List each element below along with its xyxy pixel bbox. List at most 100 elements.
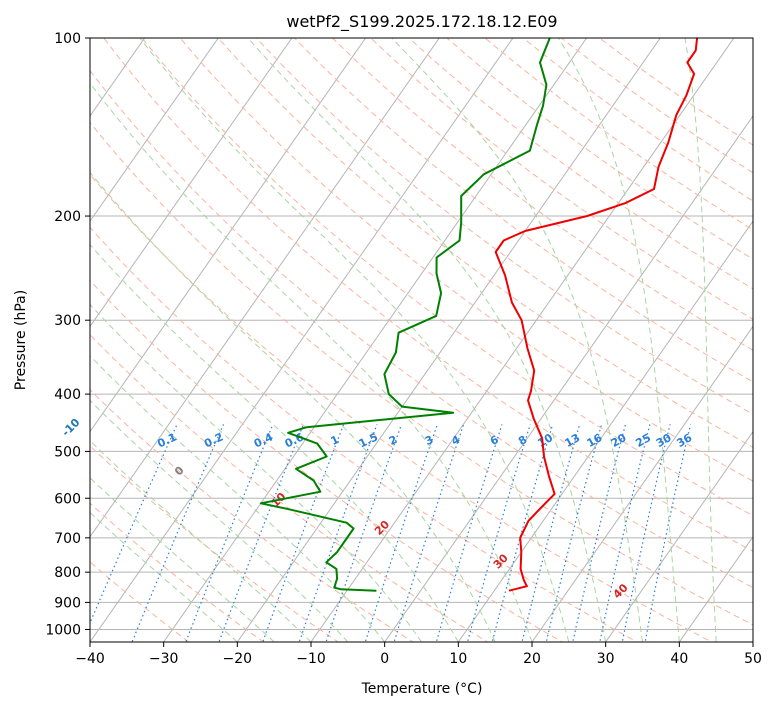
isotherm-line — [531, 325, 753, 642]
mixing-ratio-label: 13 — [563, 431, 583, 450]
x-tick-label: 30 — [597, 651, 615, 667]
dry-adiabat-line — [90, 502, 265, 642]
isotherm-line — [236, 38, 661, 642]
mixing-ratio-label: 30 — [654, 431, 674, 450]
isotherm-line — [605, 430, 753, 642]
mixing-ratio-line — [298, 424, 378, 642]
dry-adiabat-line — [255, 38, 753, 415]
mixing-ratio-label: 0.2 — [202, 430, 225, 450]
mixing-ratio-label: 0.1 — [155, 430, 178, 450]
mixing-ratio-label: 6 — [488, 433, 501, 448]
y-tick-label: 400 — [54, 387, 81, 403]
y-tick-label: 500 — [54, 444, 81, 460]
mixing-ratio-line — [521, 424, 581, 642]
mixing-ratio-line — [90, 424, 178, 625]
moist-adiabat-line — [90, 355, 386, 642]
dry-adiabat-line — [369, 38, 753, 320]
dry-adiabat-line — [90, 121, 753, 626]
mixing-ratio-label: 1.5 — [357, 430, 380, 450]
y-tick-label: 700 — [54, 531, 81, 547]
x-tick-label: −30 — [149, 651, 179, 667]
mixing-ratio-line — [131, 424, 225, 642]
axis-ticks: −40 −30 −20 −10 0 10 20 30 40 5010020030040050060… — [45, 31, 762, 667]
y-tick-label: 1000 — [45, 622, 81, 638]
mixing-ratio-line — [491, 424, 554, 642]
chart-title: wetPf2_S199.2025.172.18.12.E09 — [286, 12, 557, 32]
mixing-ratio-line — [364, 424, 438, 642]
isoline-labels: 0.10.20.40.611.52346810131620253036-100-… — [59, 416, 694, 602]
dry-adiabat-label: 40 — [611, 581, 631, 601]
dry-adiabat-line — [522, 38, 753, 202]
mixing-ratio-label: 16 — [585, 431, 605, 450]
x-tick-label: 50 — [744, 651, 762, 667]
isotherm-line — [90, 38, 440, 538]
y-tick-label: 300 — [54, 313, 81, 329]
isotherm-line — [163, 38, 588, 642]
y-tick-label: 900 — [54, 595, 81, 611]
mixing-ratio-label: 8 — [516, 433, 529, 448]
dry-adiabat-line — [90, 279, 564, 642]
isotherm-line — [457, 220, 753, 642]
dry-adiabat-line — [90, 173, 713, 642]
moist-adiabat-line — [139, 38, 570, 642]
x-tick-label: 40 — [670, 651, 688, 667]
mixing-ratio-line — [599, 424, 651, 642]
y-tick-label: 800 — [54, 565, 81, 581]
mixing-ratio-line — [218, 424, 305, 642]
dry-adiabat-line — [103, 38, 753, 552]
isotherm-line — [90, 38, 367, 433]
mixing-ratio-label: 0.6 — [283, 430, 306, 450]
moist-adiabat-line — [90, 171, 496, 642]
background-lines — [90, 38, 753, 642]
moist-adiabat-line — [90, 82, 533, 642]
dry-adiabat-line — [90, 445, 340, 642]
dewpoint-trace — [259, 38, 551, 592]
isotherm-line — [90, 38, 293, 328]
mixing-ratio-line — [621, 424, 671, 642]
sounding-traces — [259, 38, 699, 592]
mixing-ratio-line — [466, 424, 531, 642]
mixing-ratio-line — [325, 424, 403, 642]
mixing-ratio-line — [435, 424, 503, 642]
x-tick-label: 20 — [523, 651, 541, 667]
moist-adiabat-line — [684, 38, 717, 642]
y-tick-label: 100 — [54, 31, 81, 47]
x-tick-label: 0 — [380, 651, 389, 667]
temperature-trace — [494, 38, 699, 592]
dry-adiabat-line — [90, 561, 190, 642]
mixing-ratio-label: 25 — [633, 431, 653, 450]
moist-adiabat-line — [557, 38, 680, 642]
mixing-ratio-label: 20 — [609, 431, 629, 450]
moist-adiabat-line — [90, 477, 275, 642]
dry-adiabat-line — [90, 226, 639, 642]
x-axis-title: Temperature (°C) — [361, 681, 483, 697]
dry-adiabat-line — [90, 334, 489, 642]
isotherm-line — [310, 38, 735, 642]
isotherm-line — [90, 38, 514, 642]
moist-adiabat-line — [90, 243, 459, 642]
y-axis-title: Pressure (hPa) — [13, 290, 29, 390]
dry-adiabat-label: 20 — [372, 518, 392, 538]
mixing-ratio-line — [262, 424, 345, 642]
moist-adiabat-line — [90, 440, 312, 642]
x-tick-label: −40 — [75, 651, 105, 667]
moist-adiabat-line — [247, 38, 607, 642]
isotherm-line — [90, 38, 219, 223]
moist-adiabat-line — [391, 38, 643, 642]
dry-adiabat-line — [217, 38, 753, 448]
mixing-ratio-line — [644, 424, 692, 642]
mixing-ratio-line — [572, 424, 627, 642]
mixing-ratio-line — [545, 424, 603, 642]
x-tick-label: 10 — [449, 651, 467, 667]
mixing-ratio-label: 2 — [387, 433, 399, 448]
y-tick-label: 600 — [54, 491, 81, 507]
isotherm-line — [678, 535, 753, 642]
dry-adiabat-line — [179, 38, 753, 482]
dry-adiabat-line — [90, 389, 414, 642]
moist-adiabat-line — [90, 511, 238, 642]
x-tick-label: −20 — [223, 651, 253, 667]
plot-frame — [89, 37, 754, 643]
mixing-ratio-label: 1 — [329, 433, 341, 448]
dry-adiabat-line — [408, 38, 753, 290]
